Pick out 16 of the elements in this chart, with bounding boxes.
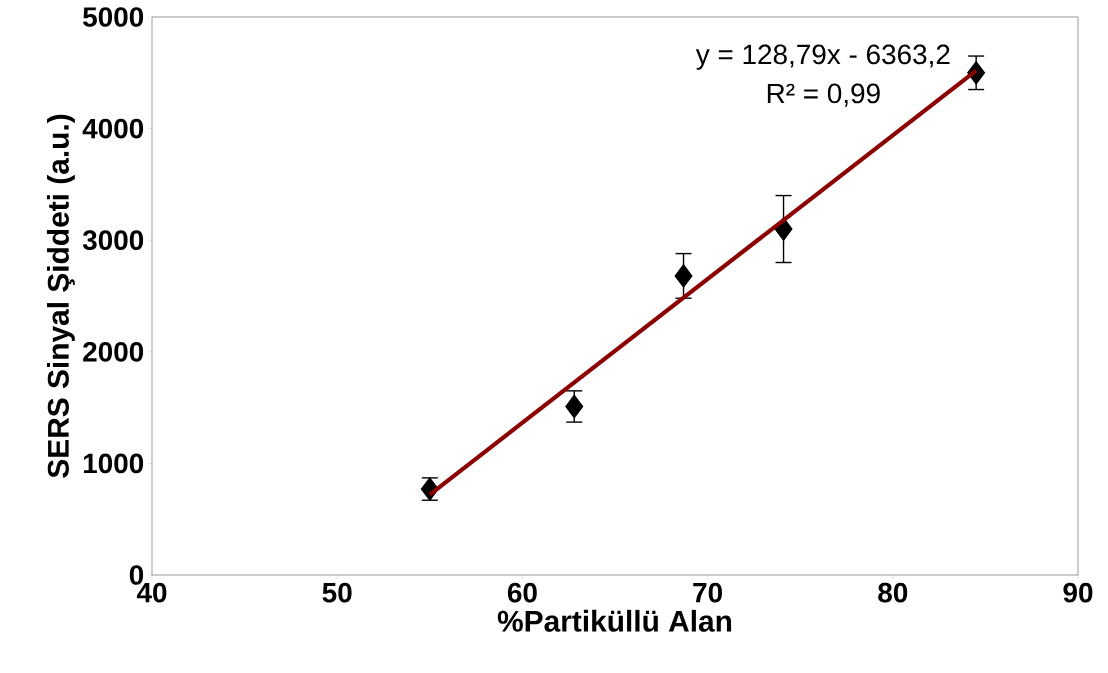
x-tick-label: 50 xyxy=(322,582,352,603)
y-axis-title: SERS Sinyal Şiddeti (a.u.) xyxy=(46,114,75,478)
x-tick-label: 60 xyxy=(507,582,537,603)
y-tick-label: 2000 xyxy=(83,341,144,362)
x-tick-label: 70 xyxy=(693,582,722,603)
y-tick-label: 3000 xyxy=(82,230,144,251)
y-tick-label: 1000 xyxy=(83,453,144,474)
x-axis-title: %Partiküllü Alan xyxy=(497,609,732,632)
point xyxy=(565,394,584,419)
annotation: y = 128,79x - 6363,2 xyxy=(695,44,950,70)
point xyxy=(674,264,693,288)
x-tick-label: 90 xyxy=(1063,582,1093,603)
y-tick-label: 5000 xyxy=(83,7,144,27)
y-tick-label: 4000 xyxy=(82,118,144,139)
annotation: R² = 0,99 xyxy=(767,83,880,107)
x-tick-label: 80 xyxy=(878,582,908,603)
